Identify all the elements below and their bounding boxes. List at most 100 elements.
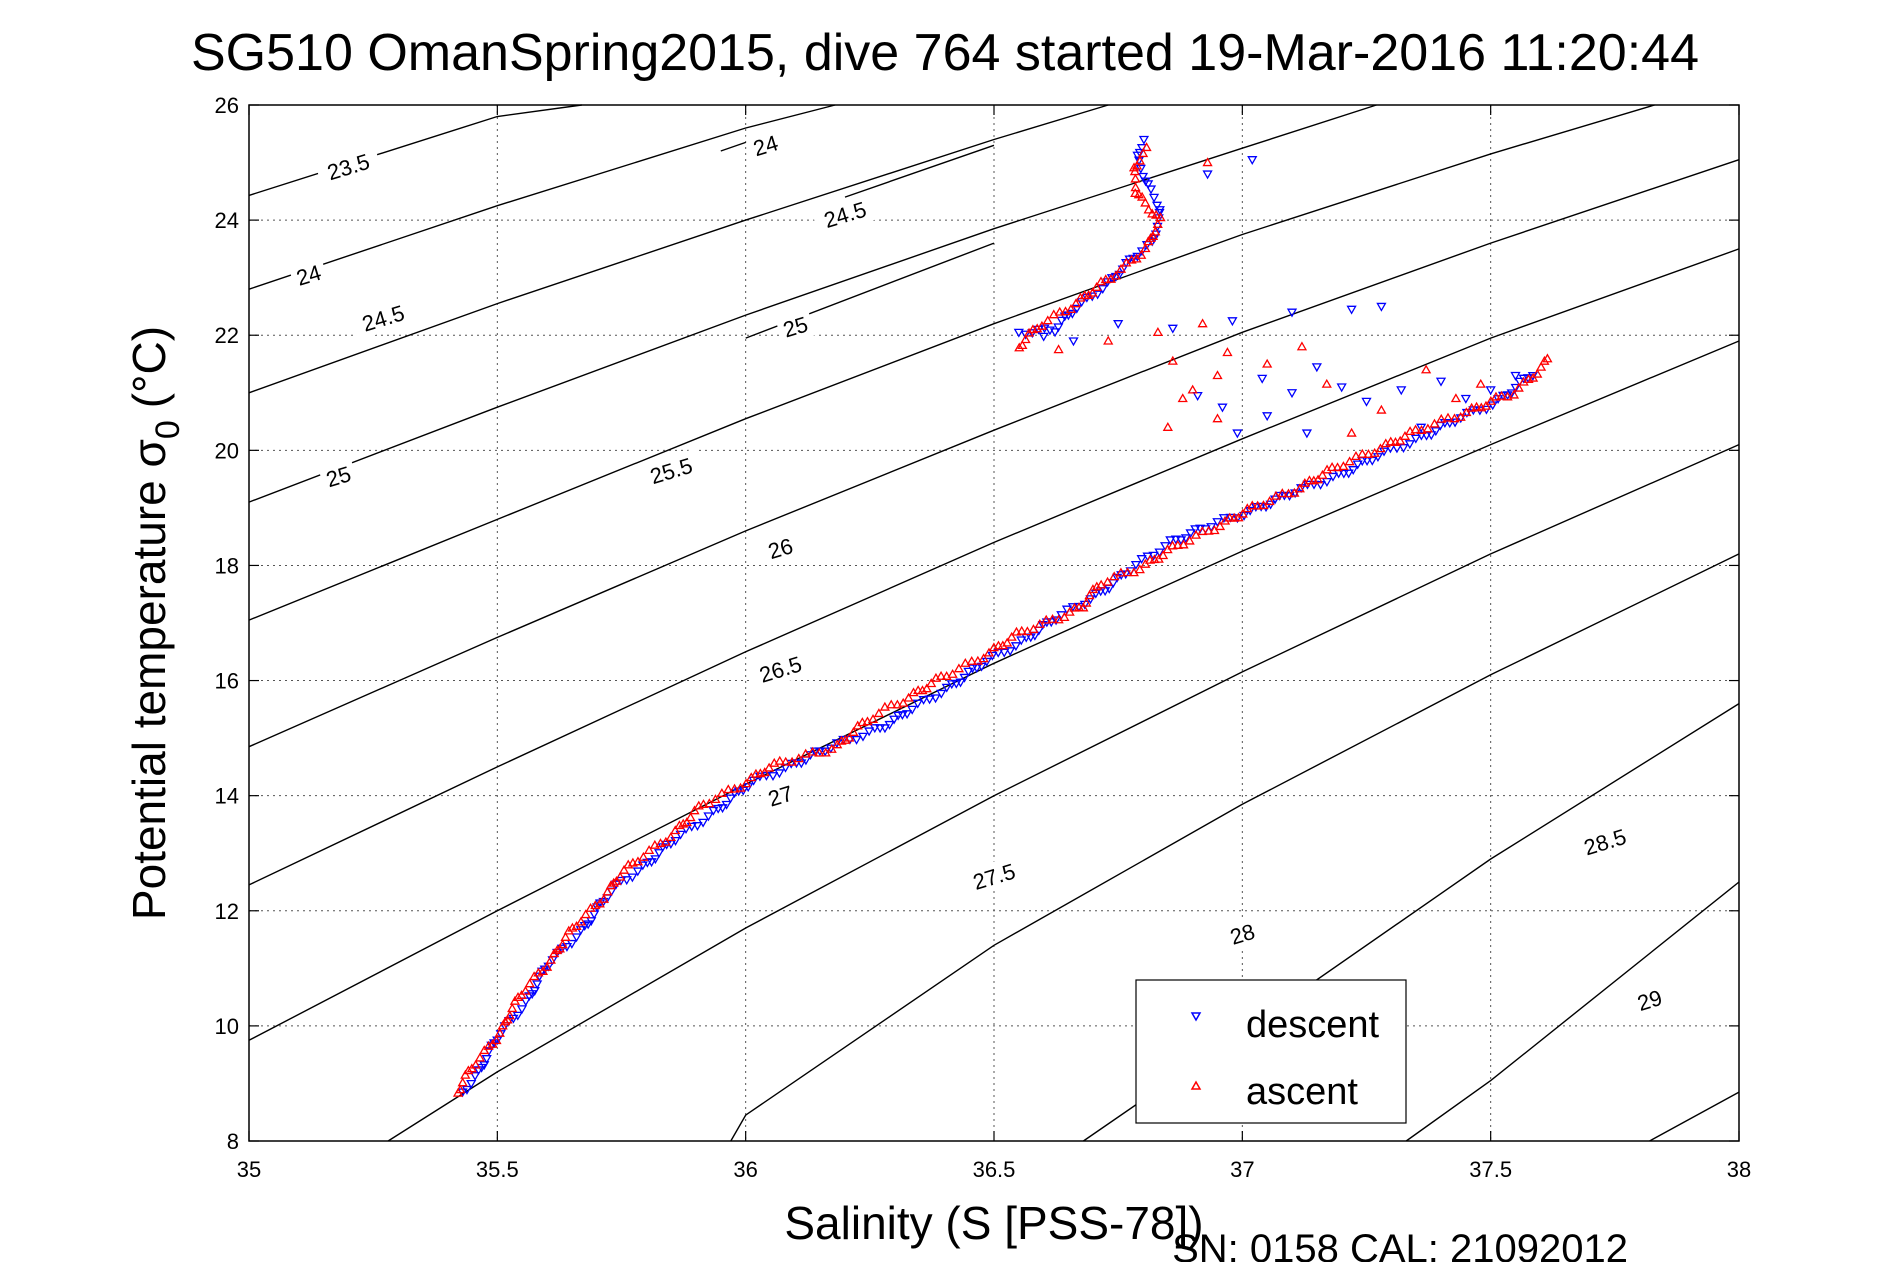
ascent-point <box>457 1077 468 1087</box>
legend-descent-label: descent <box>1246 1004 1380 1046</box>
ascent-point <box>1346 427 1357 437</box>
ascent-point <box>921 683 932 693</box>
ascent-point <box>953 663 965 673</box>
ascent-point <box>611 875 622 885</box>
descent-point <box>481 1055 492 1065</box>
ascent-point <box>1450 393 1462 403</box>
ascent-point <box>1363 449 1374 459</box>
descent-point <box>959 673 970 683</box>
ascent-point <box>1087 287 1098 297</box>
y-tick-label: 10 <box>215 1014 239 1039</box>
ascent-point <box>463 1065 474 1075</box>
contour-label: 23.5 <box>324 149 372 185</box>
ascent-point <box>978 653 989 663</box>
ascent-point <box>1177 393 1188 403</box>
ascent-point <box>608 877 619 887</box>
ascent-point <box>665 832 676 842</box>
ascent-point <box>1212 370 1223 380</box>
y-tick-label: 8 <box>227 1129 239 1154</box>
descent-point <box>1336 383 1347 393</box>
contour-label-bg <box>349 295 417 341</box>
ascent-point <box>674 820 685 830</box>
ascent-point <box>1317 469 1328 479</box>
ascent-point <box>867 713 879 723</box>
descent-point <box>516 1005 528 1015</box>
descent-point <box>1110 272 1121 282</box>
ascent-point <box>844 732 855 742</box>
ascent-point <box>1429 418 1440 428</box>
descent-point <box>884 720 895 730</box>
ascent-point <box>1087 584 1099 594</box>
descent-point <box>879 724 891 734</box>
descent-point <box>1449 418 1461 428</box>
contour-label-bg <box>746 646 815 692</box>
ascent-point <box>1096 579 1107 589</box>
descent-point <box>1376 302 1387 312</box>
ascent-point <box>1212 413 1223 423</box>
descent-point <box>1165 536 1176 546</box>
descent-point <box>1128 254 1139 264</box>
ascent-point <box>1091 282 1102 291</box>
ascent-point <box>1187 384 1198 394</box>
contour-label: 28.5 <box>1581 824 1629 860</box>
descent-point <box>703 812 714 822</box>
ascent-point <box>1202 157 1213 167</box>
descent-point <box>1136 555 1147 564</box>
descent-point <box>1352 460 1363 470</box>
ascent-point <box>571 920 582 930</box>
ascent-point <box>1002 637 1013 647</box>
descent-point <box>1510 371 1521 381</box>
descent-point <box>1343 469 1354 479</box>
descent-point <box>653 849 665 859</box>
ascent-point <box>1455 411 1466 421</box>
descent-point <box>946 680 957 690</box>
ascent-point <box>1461 407 1472 417</box>
ascent-point <box>1385 436 1396 446</box>
ascent-point <box>1115 263 1127 273</box>
descent-point <box>729 789 740 799</box>
contour-label-bg <box>745 126 786 164</box>
ascent-point <box>1410 424 1421 434</box>
ascent-point <box>1422 423 1433 433</box>
ascent-point <box>1016 625 1027 635</box>
y-tick-label: 22 <box>215 323 239 348</box>
ascent-point <box>1172 539 1183 549</box>
contour-label-bg <box>1571 819 1639 865</box>
data-points <box>452 135 1553 1098</box>
contour-label: 26.5 <box>756 651 804 687</box>
ascent-point <box>759 767 770 777</box>
x-axis-label: Salinity (S [PSS-78]) <box>784 1197 1203 1249</box>
descent-point <box>1227 317 1238 327</box>
descent-point <box>725 794 736 804</box>
descent-point <box>1151 201 1163 211</box>
ascent-point <box>1197 526 1208 536</box>
descent-point <box>1170 535 1182 545</box>
descent-point <box>697 818 709 828</box>
ascent-point <box>479 1045 490 1055</box>
descent-point <box>1071 304 1082 314</box>
descent-point <box>1185 529 1196 539</box>
ascent-point <box>1102 576 1113 586</box>
ascent-point <box>1312 474 1324 484</box>
ascent-point <box>917 685 928 695</box>
y-axis-label-subscript: 0 <box>149 420 187 439</box>
x-tick-label: 35.5 <box>476 1157 519 1182</box>
ascent-point <box>1032 323 1043 333</box>
descent-point <box>529 986 540 996</box>
ascent-point <box>1247 500 1258 510</box>
chart-title: SG510 OmanSpring2015, dive 764 started 1… <box>191 24 1699 82</box>
ascent-point <box>470 1059 481 1069</box>
ascent-point <box>567 922 578 932</box>
descent-point <box>825 744 836 754</box>
descent-point <box>479 1061 490 1071</box>
contour-line <box>1405 881 1740 1142</box>
contour-label-bg <box>637 448 705 493</box>
ascent-point <box>1065 304 1077 313</box>
ascent-point <box>1128 162 1140 172</box>
descent-point <box>897 711 908 721</box>
descent-point <box>1338 469 1349 479</box>
descent-point <box>1250 503 1261 512</box>
ascent-point <box>1036 320 1048 330</box>
descent-point <box>901 710 913 720</box>
descent-point <box>466 1079 477 1089</box>
